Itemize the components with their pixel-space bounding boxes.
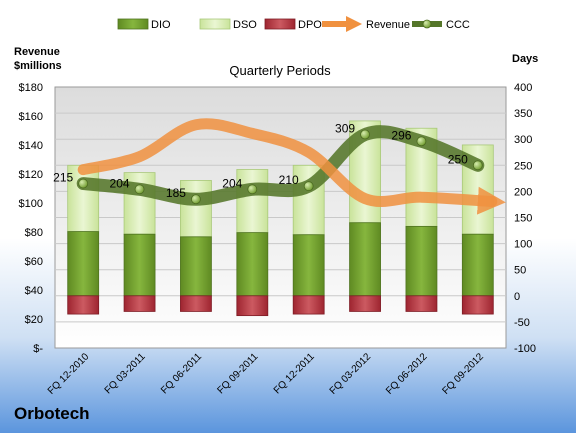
legend-swatch-dso xyxy=(199,18,231,30)
bar-dso xyxy=(236,169,269,234)
right-tick-label: 250 xyxy=(514,160,532,172)
lines: 215 204 185 204 210 309 296 250 xyxy=(53,118,506,215)
legend-label-ccc: CCC xyxy=(446,19,470,31)
bar-dpo xyxy=(461,295,494,315)
ccc-data-label: 309 xyxy=(335,122,355,136)
ccc-data-label: 204 xyxy=(110,176,130,190)
category-label: FQ 12-2010 xyxy=(46,351,92,397)
left-axis-label-line2: $millions xyxy=(14,60,62,72)
legend-arrow-icon xyxy=(346,16,362,32)
bar-dpo xyxy=(292,295,325,315)
left-tick-label: $160 xyxy=(19,111,43,123)
bar-dpo xyxy=(67,295,100,315)
category-label: FQ 06-2011 xyxy=(159,351,204,396)
revenue-line xyxy=(77,118,506,215)
category-label: FQ 09-2012 xyxy=(440,351,486,397)
category-label: FQ 09-2011 xyxy=(215,351,260,396)
bar-dio xyxy=(236,232,269,297)
right-axis-label: Days xyxy=(512,53,538,65)
category-label: FQ 06-2012 xyxy=(384,351,430,397)
bar-dio xyxy=(123,233,156,297)
left-tick-label: $- xyxy=(33,343,43,355)
legend-label-dso: DSO xyxy=(233,19,257,31)
bar-dio xyxy=(67,231,100,297)
ccc-point xyxy=(78,178,89,189)
right-tick-label: 100 xyxy=(514,239,532,251)
bar-dio xyxy=(405,225,438,297)
right-tick-label: -100 xyxy=(514,343,536,355)
bar-dpo xyxy=(405,295,438,312)
bar-dio xyxy=(292,234,325,297)
left-tick-label: $40 xyxy=(25,285,43,297)
category-label: FQ 03-2012 xyxy=(328,351,374,397)
right-tick-label: 200 xyxy=(514,186,532,198)
ccc-data-label: 250 xyxy=(448,152,468,166)
left-axis-label-line1: Revenue xyxy=(14,46,60,58)
left-tick-label: $100 xyxy=(19,198,43,210)
bar-dpo xyxy=(180,295,212,312)
left-tick-label: $80 xyxy=(25,227,43,239)
ccc-point xyxy=(134,184,145,195)
right-tick-label: 350 xyxy=(514,108,532,120)
legend-label-dio: DIO xyxy=(151,19,171,31)
left-tick-label: $140 xyxy=(19,140,43,152)
category-label: FQ 03-2011 xyxy=(103,351,148,396)
ccc-data-label: 210 xyxy=(279,173,299,187)
left-tick-label: $120 xyxy=(19,169,43,181)
right-tick-label: 400 xyxy=(514,82,532,94)
right-tick-label: 150 xyxy=(514,213,532,225)
ccc-point xyxy=(416,136,427,147)
bar-dpo xyxy=(123,295,156,312)
bar-dio xyxy=(461,233,494,297)
ccc-data-label: 204 xyxy=(222,176,242,190)
bar-dpo xyxy=(349,295,381,312)
legend-swatch-dpo xyxy=(264,18,296,30)
ccc-point xyxy=(303,181,314,192)
ccc-point xyxy=(191,194,201,205)
legend: DIO DSO DPO Revenue CCC xyxy=(117,16,470,32)
left-tick-label: $180 xyxy=(19,82,43,94)
bar-dpo xyxy=(236,295,269,317)
ccc-point xyxy=(247,184,258,195)
right-tick-label: 50 xyxy=(514,265,526,277)
ccc-point xyxy=(360,129,370,140)
ccc-point xyxy=(472,160,483,171)
legend-dot-icon xyxy=(422,19,432,29)
right-tick-label: -50 xyxy=(514,317,530,329)
left-tick-label: $60 xyxy=(25,256,43,268)
legend-label-revenue: Revenue xyxy=(366,19,410,31)
legend-swatch-dio xyxy=(117,18,149,30)
ccc-data-label: 296 xyxy=(391,128,411,142)
left-tick-label: $20 xyxy=(25,314,43,326)
ccc-line xyxy=(76,125,485,206)
ccc-data-label: 185 xyxy=(166,186,186,200)
right-tick-label: 0 xyxy=(514,291,520,303)
company-name: Orbotech xyxy=(14,404,90,423)
chart-title: Quarterly Periods xyxy=(229,63,331,78)
right-tick-label: 300 xyxy=(514,134,532,146)
category-label: FQ 12-2011 xyxy=(272,351,317,396)
ccc-data-label: 215 xyxy=(53,171,73,185)
legend-label-dpo: DPO xyxy=(298,19,322,31)
bar-dio xyxy=(180,236,212,297)
bar-dio xyxy=(349,222,381,297)
